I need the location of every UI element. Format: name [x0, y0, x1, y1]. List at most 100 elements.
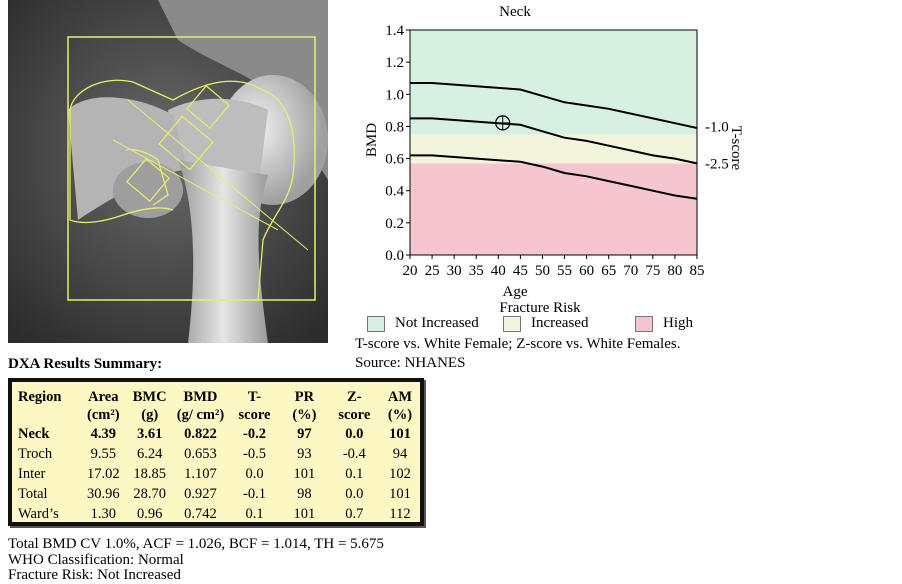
chart-title: Neck [499, 4, 531, 20]
legend-label: High [663, 315, 693, 331]
table-cell: Ward’s [18, 506, 59, 522]
summary-title: DXA Results Summary: [8, 356, 163, 372]
table-cell: 101 [293, 506, 316, 522]
table-cell: -0.1 [243, 486, 266, 502]
x-tick-label: 20 [403, 263, 418, 279]
col-header-bmc: BMC (g) [132, 389, 167, 423]
x-tick-label: 40 [491, 263, 506, 279]
table-cell: 17.02 [86, 466, 120, 482]
table-cell: 0.742 [184, 506, 217, 522]
table-row: Total 30.96 28.70 0.927 -0.1 98 0.0 101 [16, 484, 420, 504]
table-cell: 97 [297, 426, 312, 442]
legend-item-not-increased: Not Increased [367, 315, 479, 332]
footer-who-classification: WHO Classification: Normal [8, 552, 184, 568]
table-cell: 101 [389, 426, 411, 442]
table-cell: 0.822 [184, 426, 217, 442]
table-row: Inter 17.02 18.85 1.107 0.0 101 0.1 102 [16, 464, 420, 484]
y-axis-label: BMD [364, 123, 380, 157]
table-cell: 0.927 [184, 486, 217, 502]
table-cell: 3.61 [137, 426, 163, 442]
y-tick-label: 0.2 [385, 216, 404, 232]
legend-item-increased: Increased [503, 315, 588, 332]
legend-item-high: High [635, 315, 693, 332]
x-tick-label: 55 [557, 263, 572, 279]
table-cell: Total [18, 486, 48, 502]
legend-swatch [635, 315, 653, 332]
col-header-area: Area (cm²) [87, 389, 120, 423]
footer-fracture-risk: Fracture Risk: Not Increased [8, 567, 181, 583]
dxa-results-table: Region Area (cm²) BMC (g) BMD (g/ cm²) T-sc… [8, 378, 424, 526]
table-cell: 0.7 [345, 506, 364, 522]
reference-note: T-score vs. White Female; Z-score vs. Wh… [355, 336, 681, 352]
table-cell: 0.653 [184, 446, 217, 462]
y-tick-label: 1.2 [385, 55, 404, 71]
bmd-reference-chart: Neck 20 25 30 35 40 45 50 55 60 65 70 75 80 85 0.0 0.2… [340, 0, 760, 320]
reference-curve-2 [410, 117, 698, 165]
table-cell: 101 [293, 466, 316, 482]
col-header-tscore: T-score [238, 389, 271, 423]
legend-label: Not Increased [395, 315, 479, 331]
x-tick-label: 75 [645, 263, 660, 279]
legend-swatch [367, 315, 385, 332]
legend-label: Increased [531, 315, 589, 331]
reference-curve-3 [410, 154, 698, 200]
y-tick-label: 1.4 [385, 23, 404, 39]
table-row: Neck 4.39 3.61 0.822 -0.2 97 0.0 101 [16, 424, 420, 444]
y-tick-label: 0.0 [385, 248, 404, 264]
col-header-bmd: BMD (g/ cm²) [176, 389, 225, 423]
x-tick-label: 60 [579, 263, 594, 279]
table-row: Ward’s 1.30 0.96 0.742 0.1 101 0.7 112 [16, 504, 420, 524]
table-cell: 4.39 [90, 426, 116, 442]
risk-zone-increased [410, 134, 697, 164]
patient-bmd-marker [495, 115, 511, 131]
y-tick-label: 0.8 [385, 119, 404, 135]
table-cell: -0.2 [243, 426, 266, 442]
source-note: Source: NHANES [355, 355, 466, 371]
footer-calibration: Total BMD CV 1.0%, ACF = 1.026, BCF = 1.… [8, 536, 384, 552]
table-cell: 0.0 [345, 486, 364, 502]
table-cell: -0.4 [342, 446, 366, 462]
col-header-region: Region [18, 389, 62, 405]
x-tick-label: 80 [667, 263, 682, 279]
table-cell: 28.70 [133, 486, 166, 502]
table-cell: 0.1 [245, 506, 264, 522]
risk-zone-high [410, 163, 697, 255]
x-tick-label: 85 [690, 263, 705, 279]
table-cell: 94 [392, 446, 408, 462]
col-header-pr: PR (%) [292, 389, 317, 423]
table-cell: Troch [18, 446, 53, 462]
table-cell: 1.107 [184, 466, 217, 482]
x-axis-label: Age [503, 284, 528, 300]
table-cell: 101 [389, 486, 411, 502]
y-tick-label: 1.0 [385, 87, 404, 103]
x-tick-label: 30 [447, 263, 462, 279]
x-tick-label: 70 [623, 263, 638, 279]
legend-title: Fracture Risk [499, 300, 581, 316]
table-cell: 30.96 [86, 486, 120, 502]
table-cell: Inter [18, 466, 46, 482]
table-cell: 98 [297, 486, 312, 502]
x-tick-label: 50 [535, 263, 550, 279]
right-tscore-label: -2.5 [705, 156, 729, 172]
x-tick-label: 65 [601, 263, 616, 279]
x-tick-label: 45 [513, 263, 528, 279]
col-header-zscore: Z-score [338, 389, 371, 423]
right-axis-label: T-score [728, 126, 744, 171]
table-cell: -0.5 [243, 446, 266, 462]
y-tick-label: 0.4 [385, 184, 404, 200]
x-tick-label: 25 [425, 263, 440, 279]
table-header-row: Region Area (cm²) BMC (g) BMD (g/ cm²) T-sc… [16, 388, 420, 424]
table-cell: 0.96 [137, 506, 163, 522]
table-cell: 0.0 [345, 426, 364, 442]
table-cell: 6.24 [137, 446, 163, 462]
legend-swatch [503, 315, 521, 332]
table-cell: 93 [297, 446, 312, 462]
reference-curve-1 [410, 82, 698, 129]
table-cell: 18.85 [133, 466, 166, 482]
table-cell: 0.1 [345, 466, 364, 482]
table-cell: 0.0 [245, 466, 264, 482]
table-cell: 112 [389, 506, 411, 522]
fracture-risk-legend: Not Increased Increased High [367, 315, 767, 335]
table-cell: 9.55 [90, 446, 116, 462]
table-cell: 1.30 [90, 506, 116, 522]
